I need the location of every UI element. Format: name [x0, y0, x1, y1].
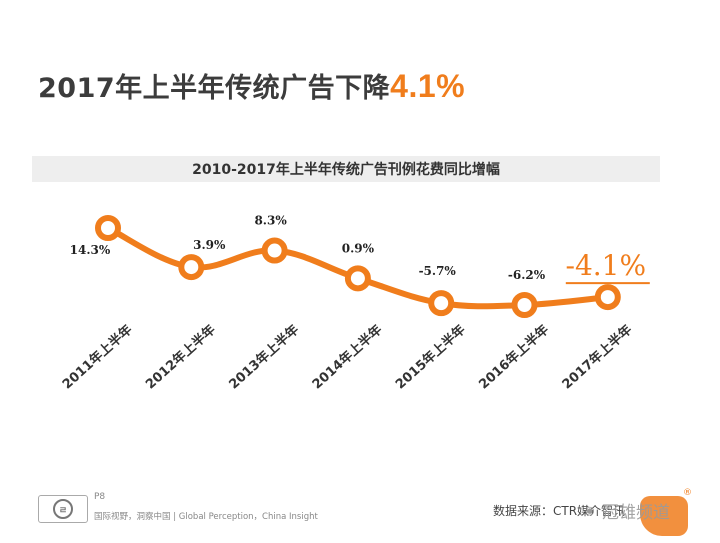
data-point [511, 292, 538, 318]
highlight-label: -4.1% [565, 249, 646, 282]
data-label: 0.9% [342, 241, 375, 255]
brand-shape [640, 496, 688, 536]
logo-seal-icon: ㄹ [53, 499, 73, 519]
title-main: 2017年上半年传统广告下降 [38, 73, 391, 104]
page-number: P8 [94, 492, 106, 502]
data-label: 3.9% [193, 238, 226, 252]
data-label: 8.3% [254, 214, 287, 228]
chart-title: 2010-2017年上半年传统广告刊例花费同比增幅 [192, 162, 500, 178]
data-point [178, 254, 205, 281]
title-accent: 4.1% [390, 68, 466, 104]
page-title: 2017年上半年传统广告下降4.1% [38, 66, 465, 105]
watermark: 冠雄频道 [602, 503, 670, 523]
data-source: 数据来源：CTR媒介智讯 [493, 504, 626, 518]
category-label: 2016年上半年 [476, 322, 552, 393]
data-point [261, 237, 288, 264]
data-label: 14.3% [70, 243, 111, 257]
category-label: 2017年上半年 [559, 322, 635, 393]
chart-title-bar: 2010-2017年上半年传统广告刊例花费同比增幅 [32, 156, 660, 182]
data-label: -5.7% [419, 264, 457, 278]
footer-slogan: 国际视野，洞察中国 | Global Perception，China Insi… [94, 512, 318, 522]
category-label: 2014年上半年 [309, 322, 385, 393]
category-label: 2012年上半年 [143, 322, 219, 393]
company-logo: ㄹ [38, 495, 88, 523]
category-label: 2015年上半年 [392, 322, 468, 393]
category-label: 2011年上半年 [59, 322, 135, 393]
data-point [428, 290, 455, 317]
wechat-icon: ◉ [585, 504, 595, 517]
data-point [594, 284, 621, 311]
registered-mark: ® [683, 488, 692, 498]
data-point [95, 215, 121, 241]
category-label: 2013年上半年 [226, 322, 302, 393]
data-label: -6.2% [508, 268, 546, 282]
data-point [344, 265, 371, 292]
